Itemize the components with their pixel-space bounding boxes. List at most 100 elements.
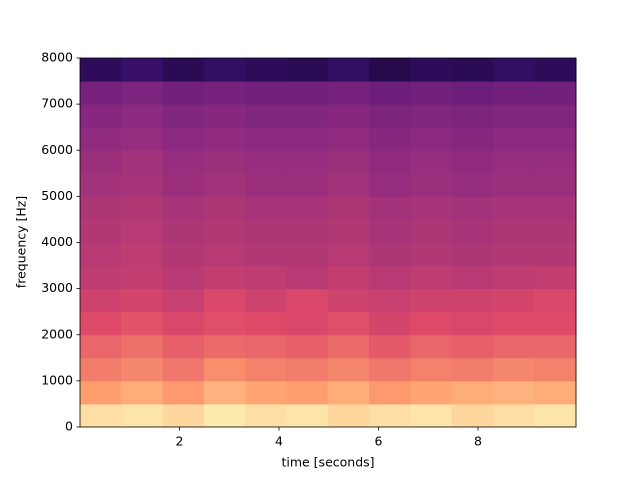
cell (245, 127, 287, 151)
cell (369, 288, 411, 313)
cell (451, 81, 494, 105)
cell (80, 104, 122, 128)
cell (410, 311, 453, 336)
cell (245, 196, 287, 220)
cell (451, 357, 494, 382)
cell (492, 334, 535, 359)
cell (369, 173, 411, 197)
cell (203, 311, 246, 336)
cell (245, 357, 287, 382)
cell (286, 380, 329, 405)
cell (162, 357, 205, 382)
cell (369, 242, 411, 267)
cell (492, 58, 535, 82)
cell (121, 311, 164, 336)
cell (286, 242, 329, 267)
cell (286, 196, 329, 220)
cell (121, 150, 164, 174)
cell (410, 380, 453, 405)
cell (451, 288, 494, 313)
cell (410, 403, 453, 428)
y-tick-label: 8000 (41, 50, 73, 65)
cell (410, 150, 453, 174)
cell (203, 403, 246, 428)
cell (162, 127, 205, 151)
cell (451, 173, 494, 197)
cell (162, 219, 205, 243)
cell (245, 265, 287, 290)
cell (121, 403, 164, 428)
y-tick-label: 7000 (41, 96, 73, 111)
cell (451, 311, 494, 336)
y-axis-label: frequency [Hz] (14, 196, 29, 288)
cell (410, 357, 453, 382)
cell (327, 150, 370, 174)
cell (492, 357, 535, 382)
cell (492, 196, 535, 220)
cell (80, 288, 122, 313)
cell (162, 150, 205, 174)
cell (286, 81, 329, 105)
cell (327, 196, 370, 220)
cell (534, 81, 577, 105)
cell (410, 173, 453, 197)
cell (286, 173, 329, 197)
cell (534, 357, 577, 382)
cell (286, 104, 329, 128)
cell (121, 265, 164, 290)
cell (492, 311, 535, 336)
cell (369, 104, 411, 128)
cell (492, 173, 535, 197)
cell (451, 127, 494, 151)
cell (203, 288, 246, 313)
y-tick-label: 0 (65, 419, 73, 434)
cell (451, 219, 494, 243)
cell (327, 219, 370, 243)
y-tick-label: 1000 (41, 372, 73, 387)
cell (286, 58, 329, 82)
cell (245, 104, 287, 128)
cell (410, 288, 453, 313)
cell (451, 380, 494, 405)
cell (80, 219, 122, 243)
cell (245, 58, 287, 82)
cell (369, 357, 411, 382)
cell (492, 403, 535, 428)
cell (451, 334, 494, 359)
cell (286, 334, 329, 359)
cell (369, 127, 411, 151)
cell (534, 127, 577, 151)
cell (245, 81, 287, 105)
cell (203, 357, 246, 382)
cell (534, 403, 577, 428)
cell (534, 311, 577, 336)
cell (121, 127, 164, 151)
cell (534, 380, 577, 405)
cell (80, 265, 122, 290)
y-tick-label: 6000 (41, 142, 73, 157)
cell (121, 104, 164, 128)
cell (451, 196, 494, 220)
cell (369, 219, 411, 243)
cell (245, 334, 287, 359)
cell (534, 150, 577, 174)
cell (327, 403, 370, 428)
cell (162, 380, 205, 405)
cell (162, 81, 205, 105)
cell (286, 288, 329, 313)
cell (121, 357, 164, 382)
cell (451, 104, 494, 128)
cell (162, 265, 205, 290)
cell (286, 311, 329, 336)
cell (327, 380, 370, 405)
cell (451, 403, 494, 428)
y-tick-label: 4000 (41, 234, 73, 249)
cell (327, 58, 370, 82)
cell (492, 242, 535, 267)
cell (534, 288, 577, 313)
cell (369, 265, 411, 290)
cell (203, 265, 246, 290)
cell (245, 403, 287, 428)
cell (369, 58, 411, 82)
x-tick-label: 4 (275, 434, 283, 449)
